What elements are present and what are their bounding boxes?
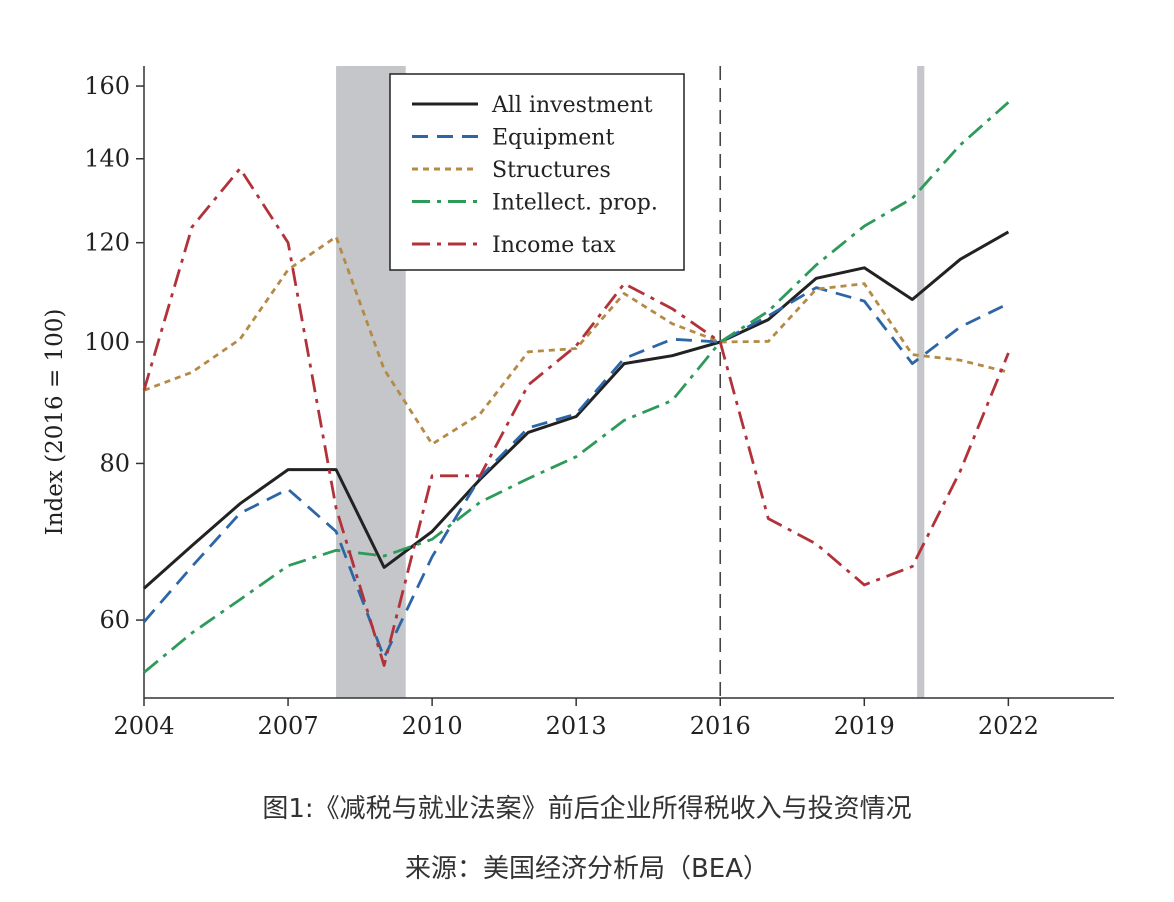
series-lines: [142, 101, 1010, 674]
figure-source: 来源：美国经济分析局（BEA）: [404, 854, 770, 884]
x-ticks: 2004 2007 2010 2013 2016 2019 2022: [113, 698, 1039, 740]
series-line-income-tax: [142, 167, 1010, 667]
series-line-intellect-prop: [143, 101, 1010, 674]
y-tick-label-100: 100: [84, 328, 130, 356]
x-tick-label-2019: 2019: [834, 712, 895, 740]
y-tick-label-80: 80: [99, 449, 130, 477]
x-tick-label-2004: 2004: [113, 712, 174, 740]
y-tick-label-160: 160: [84, 72, 130, 100]
legend: All investment Equipment Structures Intelle…: [389, 73, 685, 271]
y-tick-label-140: 140: [84, 145, 130, 173]
axes: [143, 66, 1114, 699]
series-line-all-investment: [143, 230, 1010, 590]
x-tick-label-2016: 2016: [690, 712, 751, 740]
legend-label-3: Intellect. prop.: [492, 191, 658, 216]
legend-box: [389, 73, 685, 271]
series-line-structures: [143, 235, 1009, 446]
y-ticks: 60 80 100 120 140 160: [84, 72, 144, 634]
y-axis-title: Index (2016 = 100): [42, 309, 68, 536]
y-tick-label-60: 60: [99, 606, 130, 634]
legend-label-0: All investment: [491, 93, 653, 118]
line-chart: 60 80 100 120 140 160 2004 2007 2010 2013 2016 201…: [42, 66, 1114, 740]
x-tick-label-2007: 2007: [258, 712, 319, 740]
figure-caption: 图1:《减税与就业法案》前后企业所得税收入与投资情况: [262, 794, 912, 824]
legend-label-4: Income tax: [492, 233, 616, 258]
x-tick-label-2022: 2022: [978, 712, 1039, 740]
series-line-equipment: [142, 286, 1010, 659]
x-tick-label-2013: 2013: [546, 712, 607, 740]
legend-label-2: Structures: [492, 158, 611, 183]
y-tick-label-120: 120: [84, 229, 130, 257]
recession-band-1: [917, 66, 925, 698]
legend-label-1: Equipment: [492, 126, 614, 151]
x-tick-label-2010: 2010: [402, 712, 463, 740]
